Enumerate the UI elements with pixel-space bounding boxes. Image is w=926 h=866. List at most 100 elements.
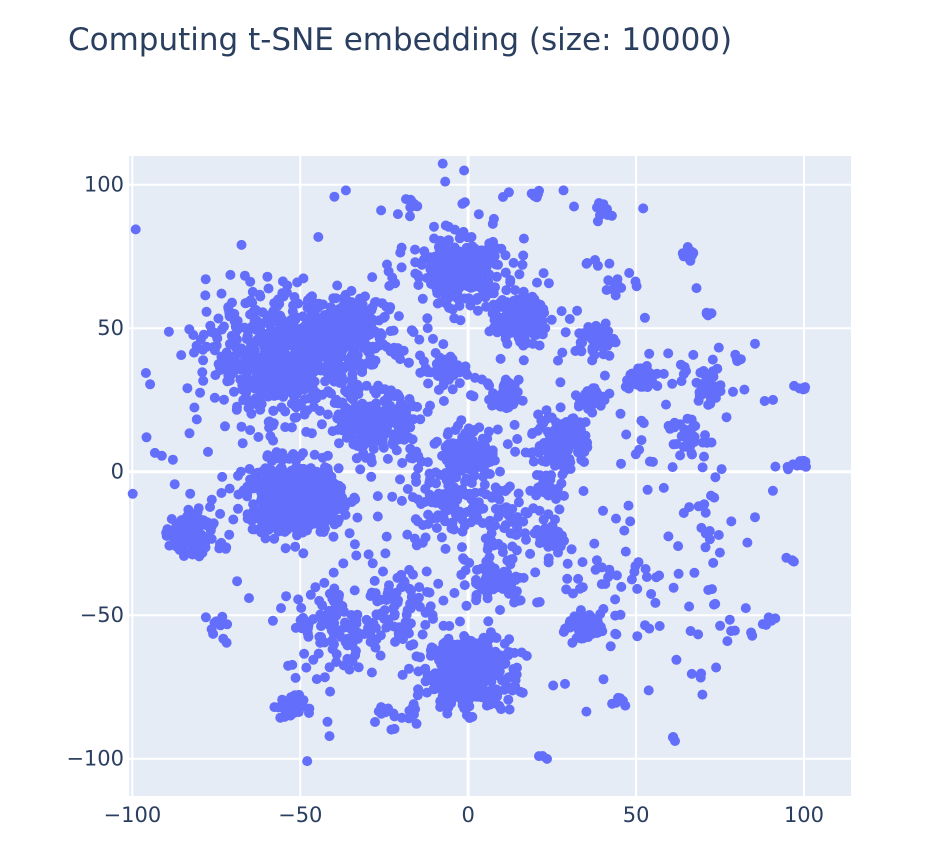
data-point — [478, 263, 489, 274]
data-point — [429, 495, 440, 506]
y-tick-label: 100 — [84, 173, 124, 197]
data-point — [553, 547, 563, 558]
data-point — [254, 289, 265, 300]
data-point — [497, 401, 507, 412]
data-point — [410, 244, 420, 255]
data-point — [574, 328, 585, 339]
data-point — [466, 478, 477, 488]
data-point — [668, 732, 679, 742]
data-point — [537, 315, 548, 326]
data-point — [290, 401, 301, 411]
data-point — [275, 382, 286, 393]
data-point — [464, 669, 475, 680]
data-point — [688, 349, 699, 360]
data-point — [326, 636, 337, 646]
data-point — [502, 567, 512, 578]
data-point — [433, 241, 444, 252]
data-point — [396, 495, 407, 506]
data-point — [379, 384, 390, 395]
data-point — [297, 527, 308, 538]
data-point — [413, 684, 424, 695]
data-point — [510, 285, 521, 296]
data-point — [747, 630, 758, 641]
data-point — [317, 452, 328, 463]
data-point — [437, 691, 448, 701]
data-point — [591, 555, 602, 566]
data-point — [184, 428, 195, 439]
data-point — [501, 508, 512, 519]
data-point — [739, 384, 750, 395]
data-point — [436, 284, 447, 295]
data-point — [703, 585, 714, 595]
data-point — [568, 415, 579, 426]
data-point — [289, 464, 300, 475]
data-point — [574, 399, 585, 410]
data-point — [197, 367, 208, 378]
data-point — [515, 595, 526, 606]
data-point — [324, 731, 335, 742]
data-point — [459, 580, 470, 591]
data-point — [644, 456, 655, 467]
data-point — [314, 298, 325, 309]
data-point — [431, 523, 442, 533]
data-point — [255, 388, 266, 399]
data-point — [513, 488, 524, 499]
data-point — [222, 619, 233, 630]
data-point — [401, 609, 412, 620]
data-point — [525, 548, 536, 559]
data-point — [501, 285, 512, 296]
data-point — [642, 484, 653, 495]
data-point — [384, 280, 395, 291]
data-point — [499, 638, 510, 649]
data-point — [460, 656, 471, 667]
data-point — [579, 457, 590, 467]
data-point — [490, 503, 501, 514]
data-point — [391, 418, 402, 428]
data-point — [440, 674, 451, 685]
data-point — [418, 520, 428, 531]
data-point — [530, 309, 541, 320]
data-point — [456, 415, 467, 426]
data-point — [438, 595, 449, 606]
data-point — [466, 261, 477, 272]
data-point — [616, 581, 627, 592]
data-point — [366, 471, 377, 482]
data-point — [422, 457, 433, 468]
data-point — [603, 572, 614, 583]
data-point — [580, 417, 591, 428]
data-point — [620, 700, 631, 711]
data-point — [224, 373, 235, 384]
data-point — [410, 471, 421, 482]
data-point — [445, 662, 456, 673]
data-point — [410, 268, 421, 279]
data-point — [414, 582, 425, 593]
data-point — [278, 291, 289, 302]
data-point — [436, 532, 447, 543]
data-point — [750, 338, 760, 349]
data-point — [362, 412, 373, 423]
data-point — [708, 371, 719, 382]
data-point — [329, 603, 340, 614]
data-point — [472, 305, 483, 316]
data-point — [259, 353, 270, 364]
data-point — [495, 605, 505, 615]
data-point — [387, 491, 398, 502]
data-point — [466, 638, 477, 649]
data-point — [350, 353, 361, 364]
data-point — [304, 708, 314, 718]
data-point — [465, 390, 476, 401]
data-point — [428, 613, 438, 624]
data-point — [351, 453, 362, 464]
data-point — [239, 270, 250, 281]
data-point — [221, 637, 232, 648]
data-point — [228, 514, 239, 525]
data-point — [675, 450, 686, 461]
data-point — [381, 622, 392, 633]
data-point — [716, 464, 727, 475]
data-point — [788, 556, 799, 567]
data-point — [532, 524, 543, 535]
data-point — [188, 526, 199, 537]
data-point — [502, 484, 512, 495]
data-point — [370, 588, 381, 599]
data-point — [325, 686, 336, 697]
